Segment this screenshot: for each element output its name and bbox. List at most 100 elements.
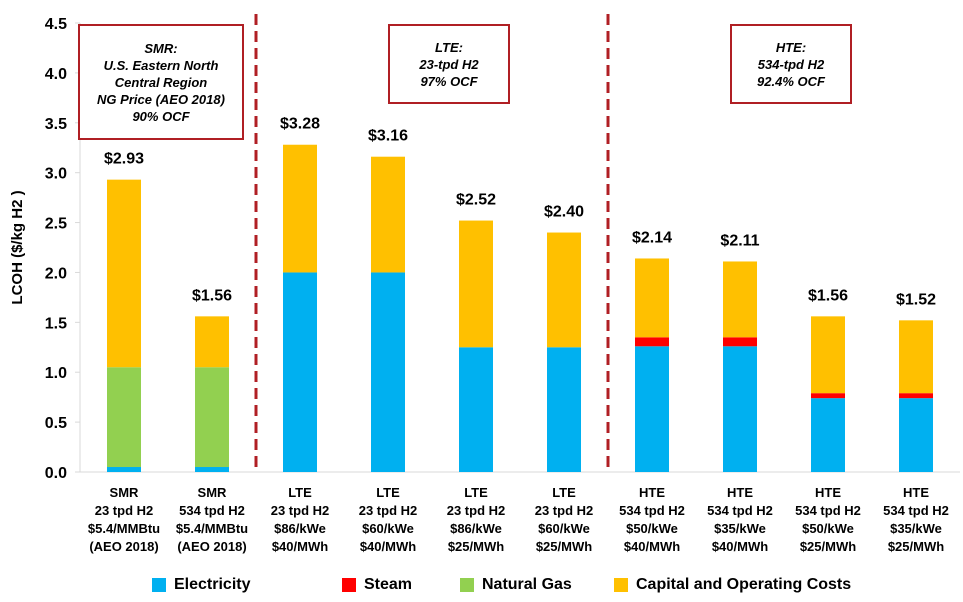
legend: Electricity Steam Natural Gas Capital and O… (0, 576, 963, 598)
x-category-label: $25/MWh (888, 539, 944, 554)
x-category-label: $25/MWh (536, 539, 592, 554)
y-tick-label: 2.5 (45, 216, 67, 233)
bar-total-label: $2.52 (456, 192, 496, 209)
x-category-label: 23 tpd H2 (359, 503, 418, 518)
bar-segment-electricity (107, 467, 141, 472)
x-category-label: LTE (552, 485, 576, 500)
x-category-label: LTE (288, 485, 312, 500)
y-tick-label: 1.0 (45, 365, 67, 382)
bar-segment-electricity (723, 346, 757, 472)
annotation-line: U.S. Eastern North (103, 57, 219, 73)
y-tick-label: 2.0 (45, 265, 67, 282)
x-category-label: LTE (376, 485, 400, 500)
legend-swatch (152, 578, 166, 592)
legend-item: Capital and Operating Costs (614, 576, 851, 594)
legend-swatch (614, 578, 628, 592)
x-category-label: $5.4/MMBtu (176, 521, 248, 536)
bar-segment-steam (899, 393, 933, 399)
bar-total-label: $2.93 (104, 151, 144, 168)
x-category-label: $50/kWe (626, 521, 678, 536)
legend-label: Natural Gas (482, 576, 572, 593)
bar-total-label: $1.52 (896, 291, 936, 308)
x-category-label: $35/kWe (890, 521, 942, 536)
bar-segment-capital-and-operating-costs (547, 232, 581, 348)
x-category-label: $86/kWe (274, 521, 326, 536)
bar-segment-steam (723, 337, 757, 347)
lte-annotation-box: LTE: 23-tpd H2 97% OCF (388, 24, 510, 104)
x-category-label: 534 tpd H2 (179, 503, 245, 518)
bar-segment-capital-and-operating-costs (107, 179, 141, 368)
bar-segment-capital-and-operating-costs (899, 320, 933, 394)
y-tick-label: 1.5 (45, 315, 67, 332)
legend-item: Steam (342, 576, 412, 594)
bar-total-label: $3.28 (280, 116, 320, 133)
bar-segment-natural-gas (107, 367, 141, 468)
hte-annotation-box: HTE: 534-tpd H2 92.4% OCF (730, 24, 852, 104)
section-dividers (254, 14, 610, 472)
bar-total-label: $3.16 (368, 128, 408, 145)
x-category-label: LTE (464, 485, 488, 500)
bar-segment-electricity (635, 346, 669, 472)
x-category-label: $60/kWe (362, 521, 414, 536)
bar-segment-electricity (283, 272, 317, 472)
bar-segment-capital-and-operating-costs (283, 144, 317, 273)
bar-segment-natural-gas (195, 367, 229, 468)
bar-segment-electricity (899, 398, 933, 472)
annotation-line: SMR: (144, 40, 178, 56)
x-category-label: (AEO 2018) (177, 539, 246, 554)
bar-segment-steam (635, 337, 669, 347)
annotation-line: HTE: (775, 39, 807, 55)
bar-total-label: $1.56 (808, 287, 848, 304)
x-category-label: 534 tpd H2 (619, 503, 685, 518)
x-category-label: $60/kWe (538, 521, 590, 536)
bar-segment-steam (811, 393, 845, 399)
bar-total-label: $2.11 (720, 232, 759, 249)
x-category-label: HTE (727, 485, 753, 500)
bar-segment-electricity (371, 272, 405, 472)
x-category-label: 534 tpd H2 (795, 503, 861, 518)
bar-total-label: $2.14 (632, 229, 672, 246)
bar-segment-electricity (459, 347, 493, 472)
x-category-label: 534 tpd H2 (883, 503, 949, 518)
y-tick-label: 3.5 (45, 116, 67, 133)
x-category-label: $25/MWh (800, 539, 856, 554)
y-tick-label: 4.5 (45, 16, 67, 33)
x-category-label: 23 tpd H2 (271, 503, 330, 518)
x-category-label: $86/kWe (450, 521, 502, 536)
bar-total-label: $1.56 (192, 287, 232, 304)
annotation-line: LTE: (435, 39, 463, 55)
x-axis-labels: SMR 23 tpd H2 $5.4/MMBtu (AEO 2018) SMR 534 t… (88, 485, 949, 554)
legend-label: Steam (364, 576, 413, 593)
x-category-label: SMR (110, 485, 140, 500)
x-category-label: SMR (198, 485, 228, 500)
legend-swatch (342, 578, 356, 592)
bars: $2.93 $1.56 $3.28 $3.16 $2.52 $2.40 $2.14 $2.11… (104, 116, 936, 472)
x-category-label: (AEO 2018) (89, 539, 158, 554)
bar-segment-electricity (811, 398, 845, 472)
bar-segment-capital-and-operating-costs (195, 316, 229, 368)
smr-annotation-box: SMR: U.S. Eastern North Central Region NG P… (78, 24, 244, 140)
legend-label: Electricity (174, 576, 251, 593)
annotation-line: 90% OCF (132, 108, 190, 124)
x-category-label: $40/MWh (712, 539, 768, 554)
y-axis-title: LCOH ($/kg H2 ) (9, 190, 26, 304)
x-category-label: $50/kWe (802, 521, 854, 536)
y-tick-label: 3.0 (45, 166, 67, 183)
x-category-label: $25/MWh (448, 539, 504, 554)
annotation-line: Central Region (114, 74, 208, 90)
bar-segment-capital-and-operating-costs (371, 156, 405, 273)
legend-swatch (460, 578, 474, 592)
bar-segment-capital-and-operating-costs (811, 316, 845, 394)
x-category-label: 23 tpd H2 (535, 503, 594, 518)
y-axis: 0.0 0.5 1.0 1.5 2.0 2.5 3.0 3.5 4.0 4.5 LCOH ($/kg… (9, 16, 960, 482)
x-category-label: $35/kWe (714, 521, 766, 536)
bar-segment-electricity (547, 347, 581, 472)
x-category-label: $5.4/MMBtu (88, 521, 160, 536)
annotation-line: 534-tpd H2 (757, 56, 825, 72)
bar-segment-capital-and-operating-costs (459, 220, 493, 348)
y-tick-label: 0.5 (45, 415, 67, 432)
x-category-label: 23 tpd H2 (447, 503, 506, 518)
legend-item: Natural Gas (460, 576, 572, 594)
x-category-label: HTE (815, 485, 841, 500)
annotation-line: 92.4% OCF (757, 73, 825, 89)
